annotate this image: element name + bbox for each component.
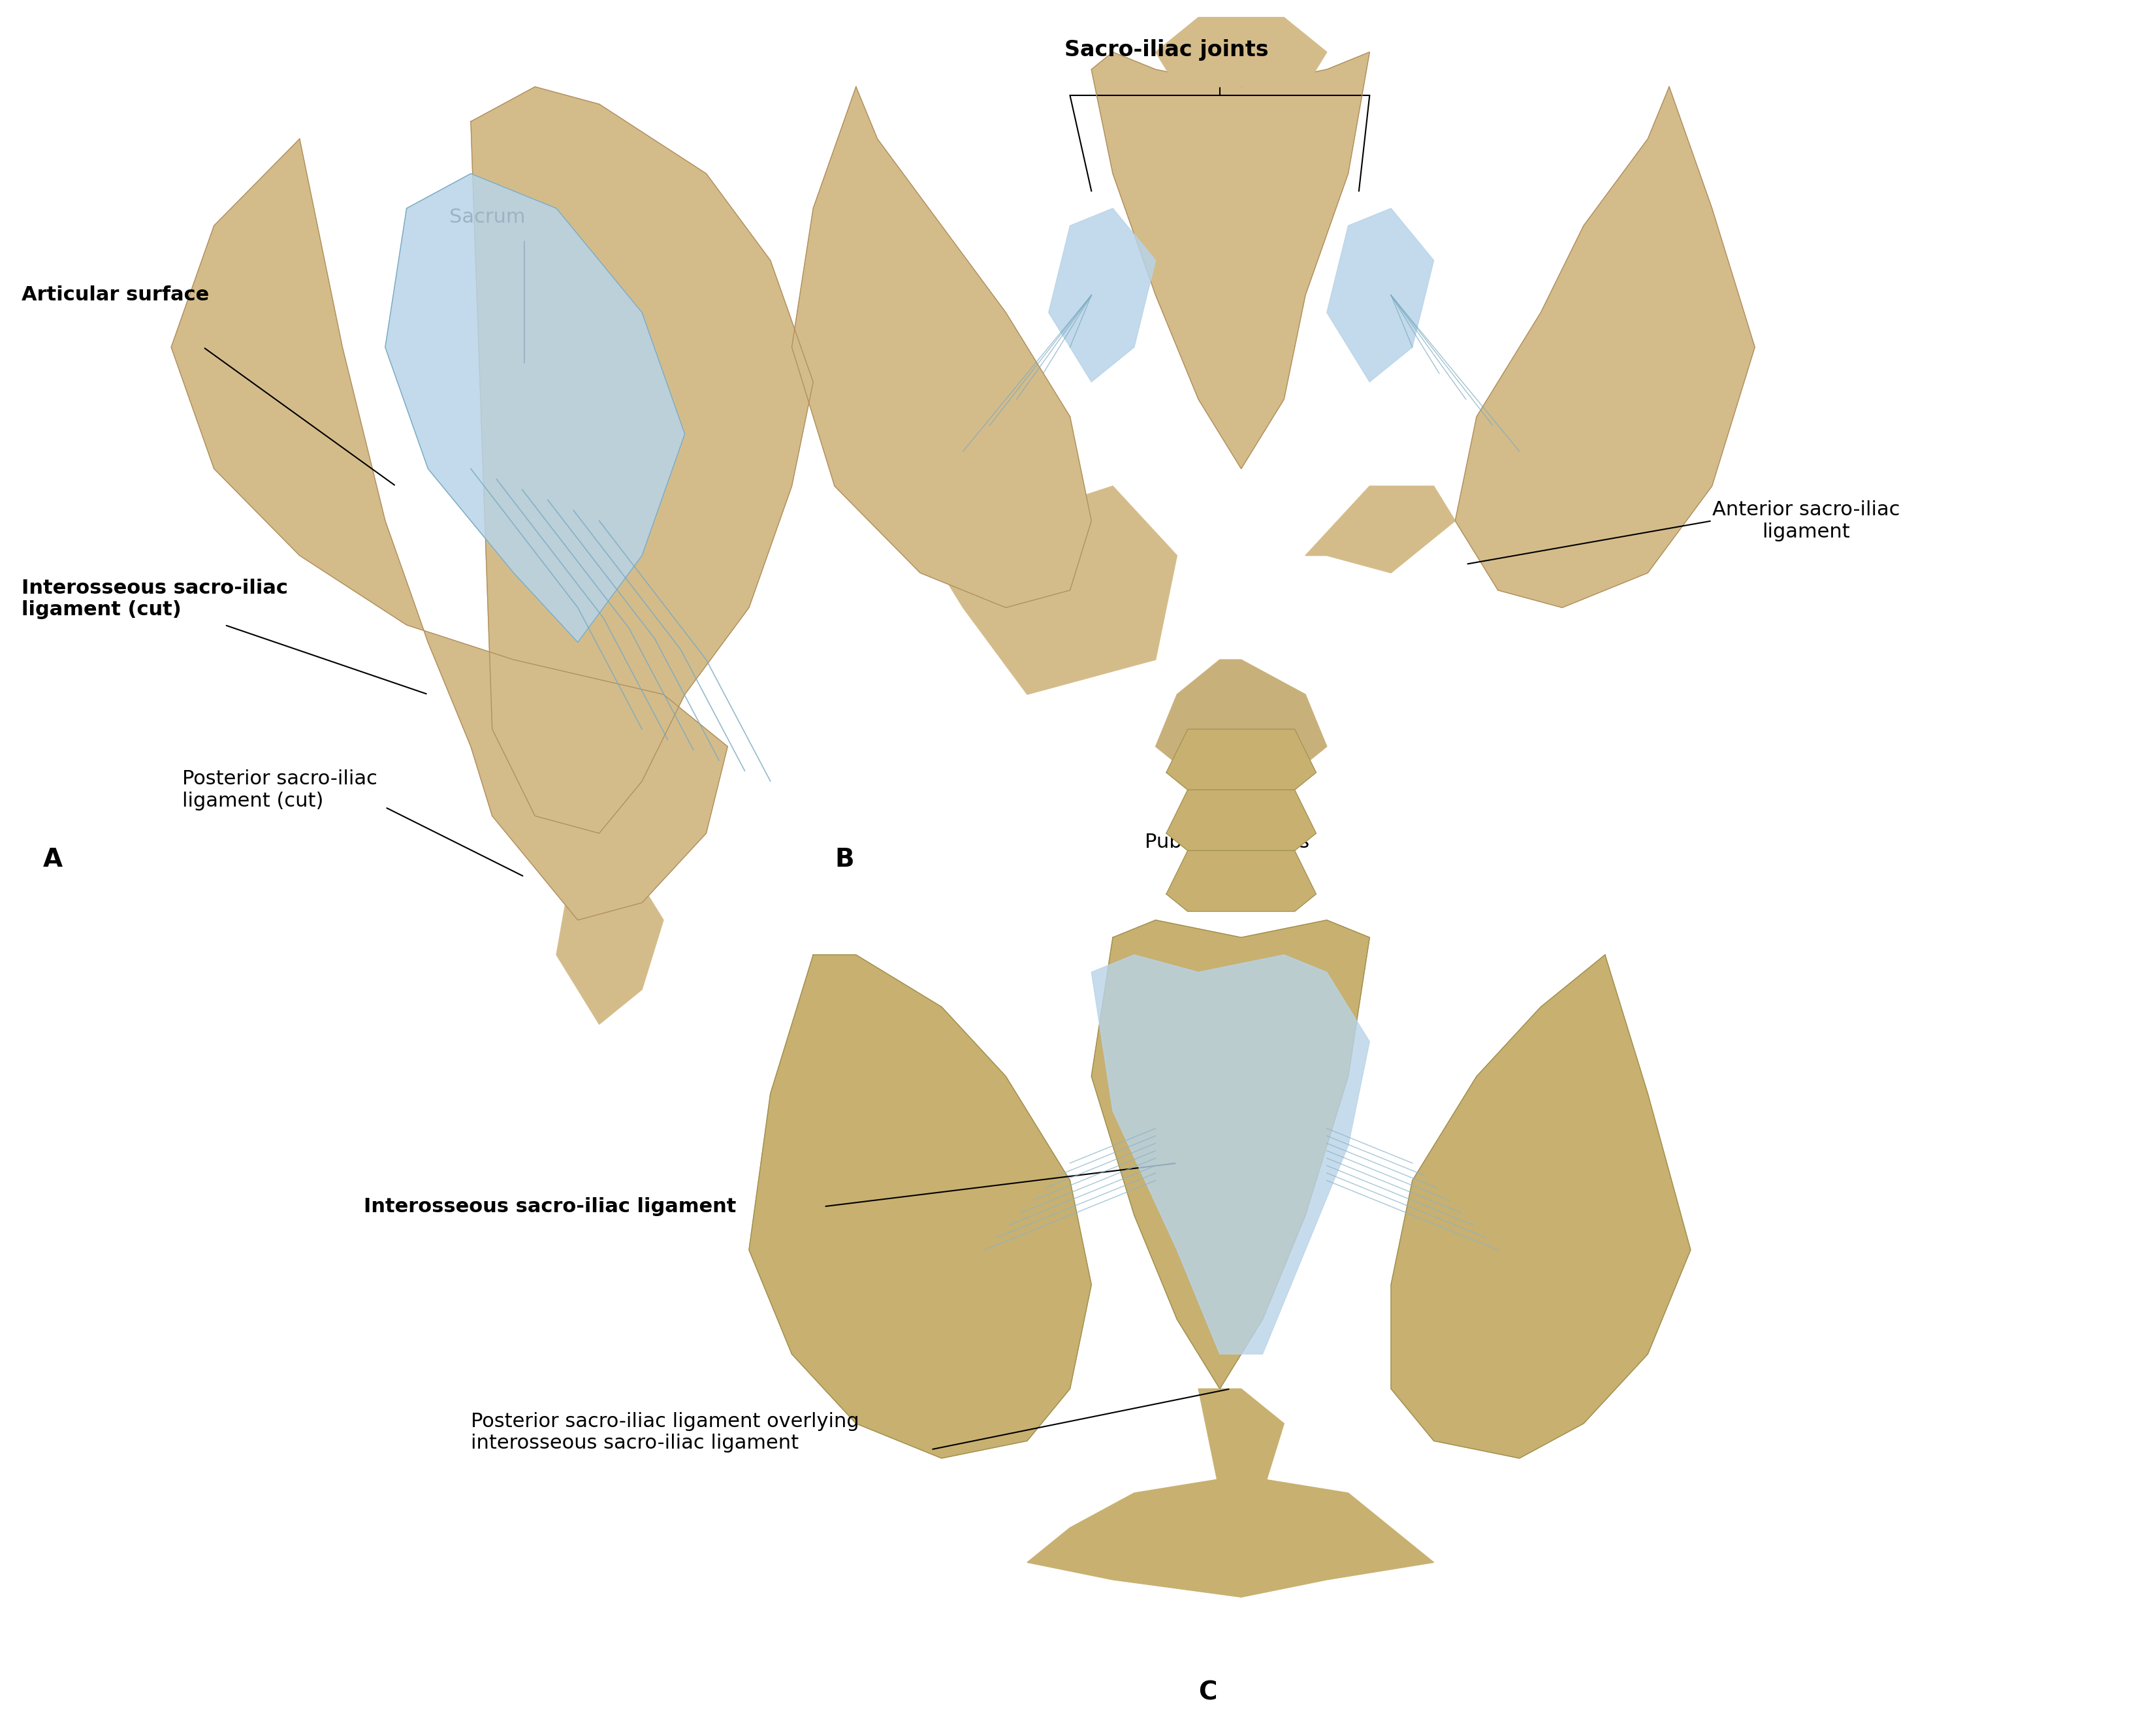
Polygon shape — [1091, 52, 1370, 469]
Text: Articular surface: Articular surface — [21, 286, 210, 304]
Polygon shape — [1156, 17, 1327, 87]
Text: Pubic symphysis: Pubic symphysis — [1145, 833, 1310, 851]
Polygon shape — [792, 87, 1091, 608]
Polygon shape — [1091, 920, 1370, 1389]
Polygon shape — [556, 833, 663, 1024]
Polygon shape — [1166, 790, 1316, 851]
Text: Interosseous sacro-iliac ligament: Interosseous sacro-iliac ligament — [364, 1198, 736, 1215]
Polygon shape — [1166, 851, 1316, 911]
Polygon shape — [1391, 955, 1691, 1458]
Text: Sacro-iliac joints: Sacro-iliac joints — [1064, 40, 1269, 61]
Text: B: B — [835, 847, 854, 871]
Polygon shape — [385, 174, 685, 642]
Polygon shape — [1455, 87, 1755, 608]
Polygon shape — [1198, 1389, 1284, 1545]
Polygon shape — [1049, 208, 1156, 382]
Polygon shape — [1327, 208, 1434, 382]
Text: Anterior sacro-iliac
ligament: Anterior sacro-iliac ligament — [1712, 500, 1900, 542]
Polygon shape — [1156, 660, 1327, 781]
Polygon shape — [1027, 1476, 1434, 1597]
Polygon shape — [942, 486, 1177, 694]
Text: Posterior sacro-iliac ligament overlying
interosseous sacro-iliac ligament: Posterior sacro-iliac ligament overlying… — [471, 1411, 858, 1453]
Polygon shape — [1305, 486, 1455, 573]
Text: Posterior sacro-iliac
ligament (cut): Posterior sacro-iliac ligament (cut) — [182, 769, 377, 811]
Polygon shape — [749, 955, 1091, 1458]
Text: C: C — [1198, 1680, 1218, 1705]
Polygon shape — [1091, 955, 1370, 1354]
Polygon shape — [171, 139, 728, 920]
Polygon shape — [471, 87, 813, 833]
Text: A: A — [43, 847, 62, 871]
Text: Interosseous sacro-iliac
ligament (cut): Interosseous sacro-iliac ligament (cut) — [21, 578, 287, 620]
Polygon shape — [1166, 729, 1316, 790]
Text: Sacrum: Sacrum — [449, 208, 526, 226]
